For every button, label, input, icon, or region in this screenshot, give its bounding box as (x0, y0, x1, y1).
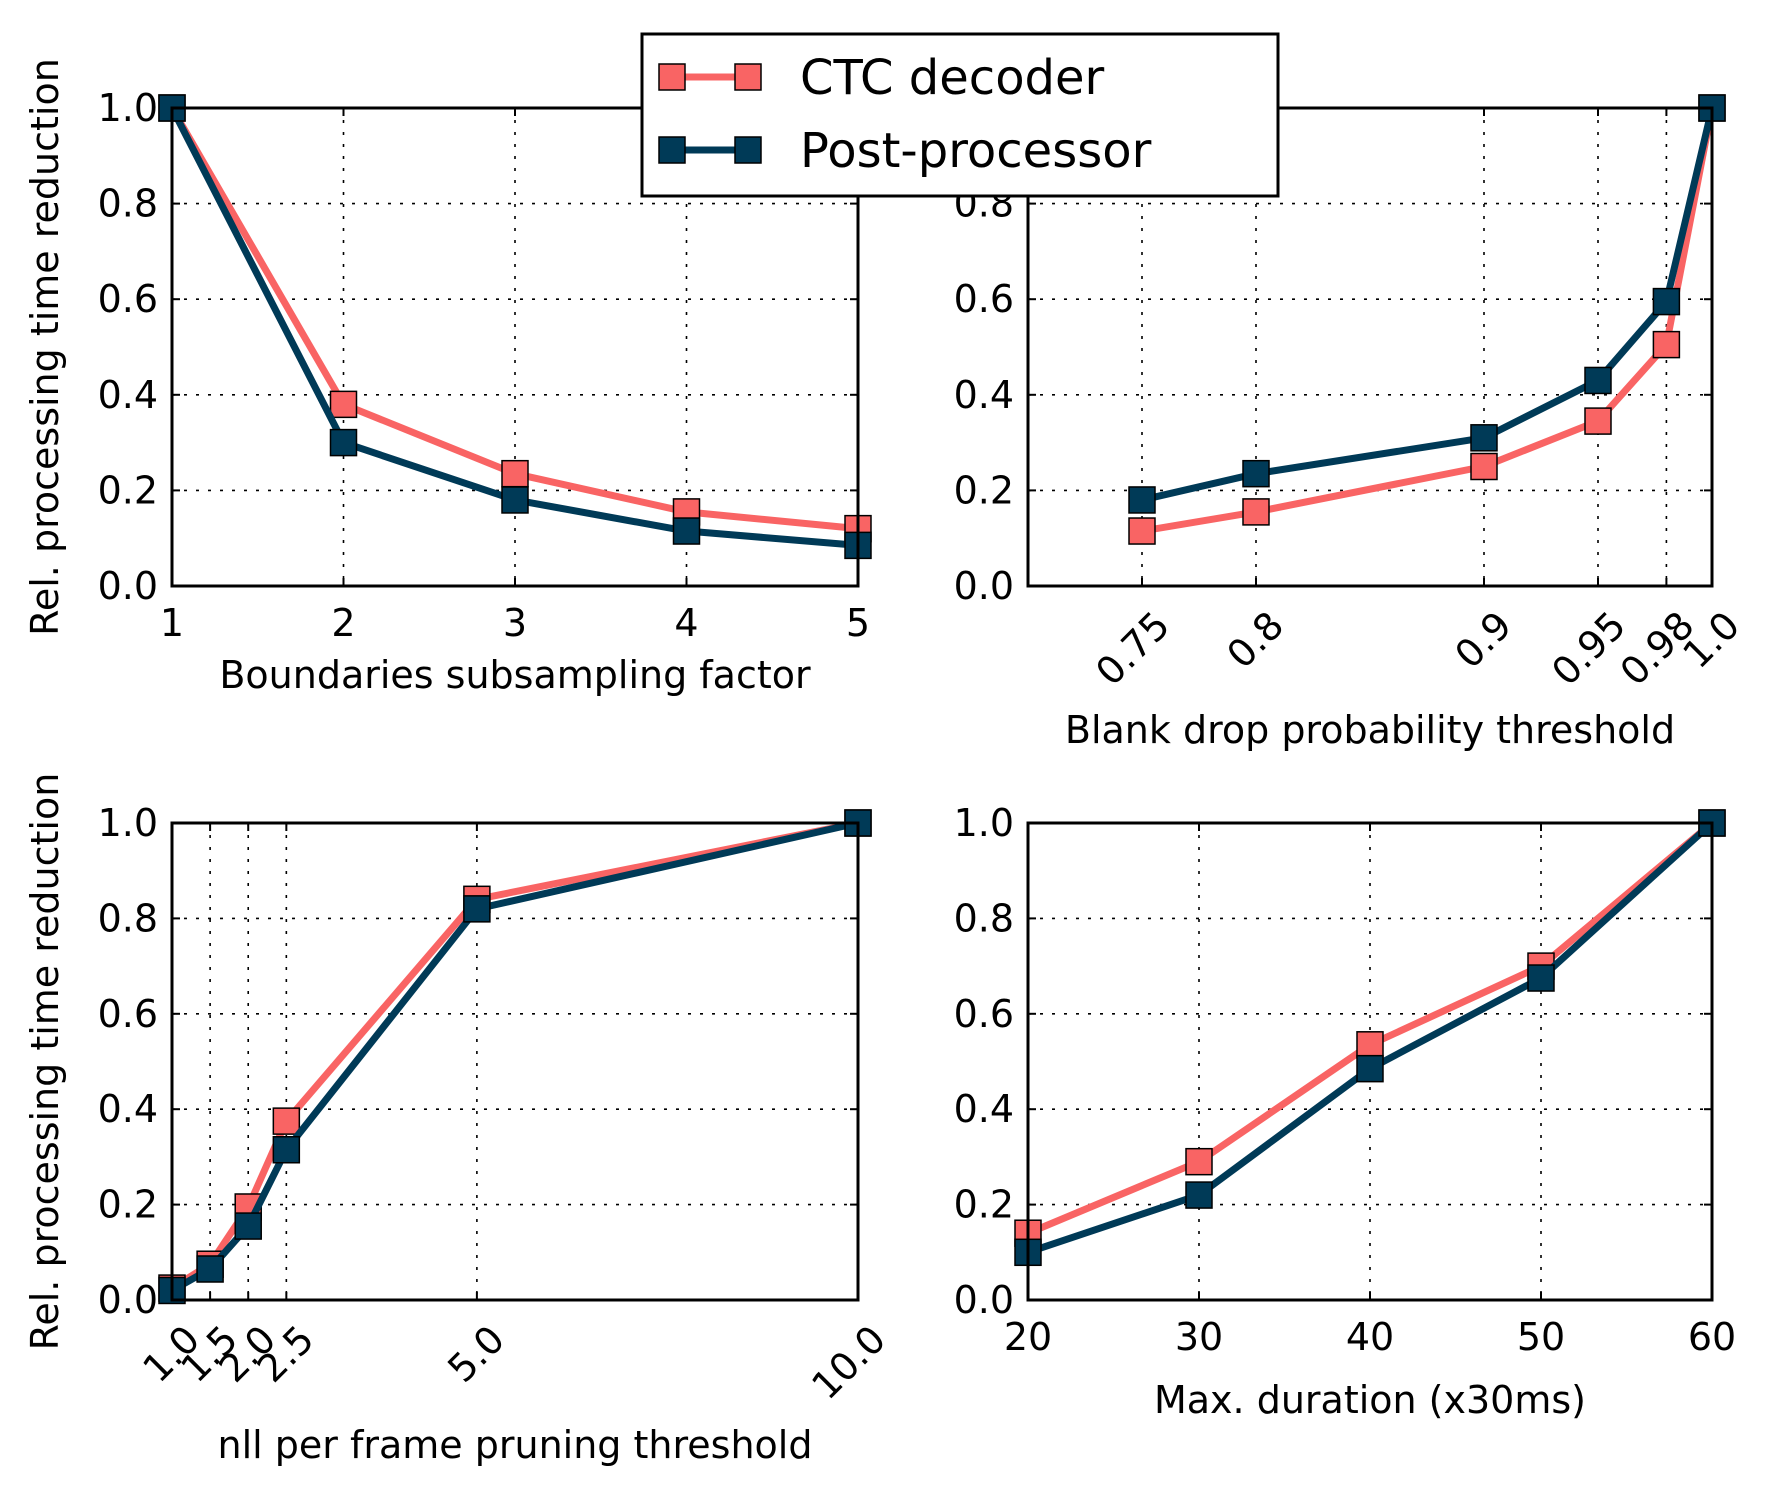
legend-swatch-marker (734, 63, 762, 91)
legend-box (640, 32, 1280, 198)
data-point-post-processor (196, 1255, 224, 1283)
x-axis-label: Blank drop probability threshold (1065, 708, 1675, 752)
y-tick-label: 0.6 (954, 992, 1014, 1036)
y-tick-label: 0.8 (98, 896, 158, 940)
y-tick-label: 0.2 (98, 1183, 158, 1227)
y-axis-label: Rel. processing time reduction (23, 773, 67, 1351)
x-tick-label: 50 (1517, 1315, 1565, 1359)
x-tick-label: 60 (1688, 1315, 1736, 1359)
x-tick-label: 0.9 (1446, 603, 1520, 677)
data-point-ctc-decoder (1470, 452, 1498, 481)
legend-label-post-processor: Post-processor (800, 123, 1152, 179)
x-tick-label: 0.95 (1543, 603, 1634, 694)
data-point-post-processor (1527, 964, 1555, 992)
data-point-ctc-decoder (272, 1107, 301, 1135)
y-tick-label: 0.4 (954, 373, 1014, 417)
y-tick-label: 0.6 (98, 992, 158, 1036)
y-tick-label: 0.0 (954, 1278, 1014, 1322)
x-tick-label: 40 (1346, 1315, 1394, 1359)
data-point-ctc-decoder (1584, 407, 1612, 435)
y-tick-label: 0.4 (98, 373, 158, 417)
legend-swatch-marker (658, 63, 686, 91)
legend-swatch-marker (658, 136, 686, 164)
data-point-post-processor (234, 1212, 262, 1240)
y-tick-label: 0.2 (954, 1183, 1014, 1227)
x-tick-label: 20 (1004, 1315, 1052, 1359)
plot-frame (1026, 821, 1714, 1302)
y-axis-label: Rel. processing time reduction (23, 58, 67, 636)
x-tick-label: 30 (1175, 1315, 1223, 1359)
data-point-post-processor (1652, 287, 1681, 316)
x-tick-label: 5.0 (439, 1317, 513, 1391)
y-tick-label: 0.2 (98, 468, 158, 512)
x-axis-label: Max. duration (x30ms) (1154, 1378, 1586, 1422)
chart-panel-3: 1.01.52.02.5 5.0 10.00.00.20.40.60.81.0nll… (23, 773, 894, 1467)
legend-key-post-processor (658, 136, 762, 164)
x-tick-label: 0.75 (1087, 603, 1178, 694)
y-tick-label: 1.0 (98, 801, 158, 845)
data-point-ctc-decoder (1128, 517, 1156, 545)
y-tick-label: 0.0 (98, 1278, 158, 1322)
x-tick-label: 4 (674, 601, 698, 645)
data-point-post-processor (1185, 1181, 1213, 1209)
data-point-post-processor (1242, 459, 1270, 488)
x-tick-label: 0.8 (1218, 603, 1292, 677)
y-tick-label: 0.2 (954, 468, 1014, 512)
series-line-ctc-decoder (170, 819, 859, 1292)
chart-panel-1: 1 2 3 4 5 0.0 0.2 0.4 0.6 0.8 1.0 Boundaries subsam… (23, 58, 872, 697)
data-point-post-processor (1128, 486, 1156, 514)
y-tick-label: 1.0 (98, 86, 158, 130)
x-tick-label: 3 (503, 601, 527, 645)
data-point-post-processor (272, 1135, 301, 1164)
legend-key-ctc-decoder (658, 63, 762, 91)
data-point-ctc-decoder (1652, 330, 1681, 359)
data-point-ctc-decoder (1185, 1147, 1213, 1176)
data-point-ctc-decoder (1242, 498, 1270, 526)
plot-frame (170, 106, 860, 588)
x-tick-label: 5 (846, 601, 870, 645)
x-tick-label: 1 (160, 601, 184, 645)
data-point-post-processor (1356, 1054, 1384, 1083)
y-tick-label: 0.4 (98, 1087, 158, 1131)
y-tick-label: 0.6 (954, 277, 1014, 321)
legend-swatch-marker (734, 136, 762, 164)
x-tick-label: 2 (331, 601, 355, 645)
data-point-post-processor (329, 428, 358, 457)
data-point-ctc-decoder (1356, 1031, 1384, 1059)
data-point-post-processor (463, 895, 491, 923)
y-tick-label: 1.0 (954, 801, 1014, 845)
data-point-ctc-decoder (501, 459, 529, 488)
legend: CTC decoder Post-processor (640, 32, 1280, 198)
data-point-post-processor (501, 486, 529, 514)
data-point-post-processor (672, 517, 701, 545)
chart-panel-4: 20 30 40 50 60 0.0 0.2 0.4 0.6 0.8 1.0 Max. duratio… (954, 801, 1737, 1422)
plot-frame (1026, 106, 1714, 588)
data-point-ctc-decoder (329, 390, 358, 419)
y-tick-label: 0.0 (954, 564, 1014, 608)
y-tick-label: 0.8 (954, 896, 1014, 940)
y-tick-label: 0.0 (98, 564, 158, 608)
x-axis-label: Boundaries subsampling factor (219, 653, 811, 697)
series-line-post-processor (1141, 107, 1716, 504)
y-tick-label: 0.4 (954, 1087, 1014, 1131)
y-tick-label: 0.8 (98, 182, 158, 226)
x-tick-label: 10.0 (803, 1317, 894, 1408)
plot-frame (170, 821, 860, 1302)
x-tick-label: 1.0 (1674, 603, 1748, 677)
data-point-post-processor (1584, 366, 1612, 395)
x-axis-label: nll per frame pruning threshold (218, 1423, 813, 1467)
y-tick-label: 0.6 (98, 277, 158, 321)
legend-label-ctc-decoder: CTC decoder (800, 50, 1105, 106)
data-point-post-processor (1470, 424, 1498, 452)
